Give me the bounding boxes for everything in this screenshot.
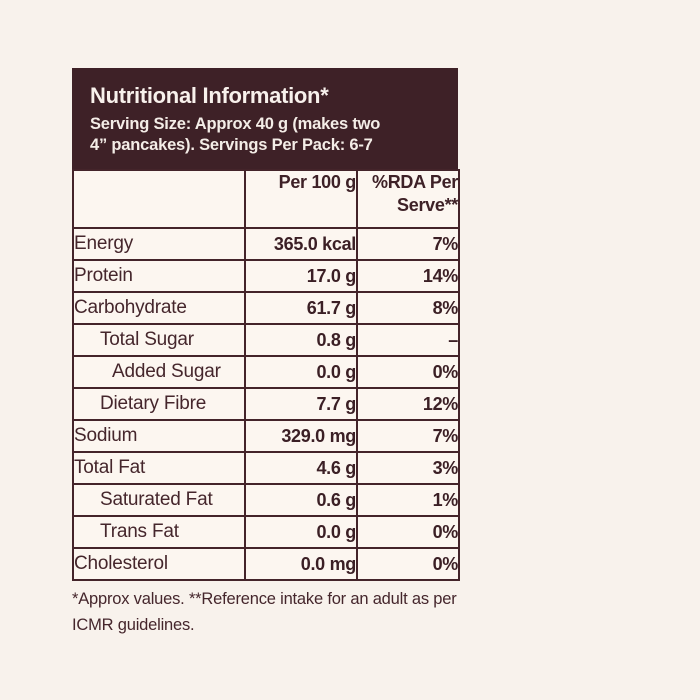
nutrient-label: Total Fat — [72, 451, 246, 485]
footnote-line1: *Approx values. **Reference intake for a… — [72, 590, 457, 608]
rda-value: 3% — [356, 451, 460, 485]
rda-value: 8% — [356, 291, 460, 325]
per-100g-value: 0.0 g — [244, 515, 358, 549]
nutrient-label: Cholesterol — [72, 547, 246, 581]
header-rda-line1: %RDA Per — [372, 172, 458, 192]
rda-value: 7% — [356, 419, 460, 453]
per-100g-value: 329.0 mg — [244, 419, 358, 453]
nutrient-label: Total Sugar — [72, 323, 246, 357]
rda-value: 12% — [356, 387, 460, 421]
per-100g-value: 0.0 mg — [244, 547, 358, 581]
page-title: Nutritional Information* — [90, 83, 329, 108]
nutrient-label: Added Sugar — [72, 355, 246, 389]
per-100g-value: 61.7 g — [244, 291, 358, 325]
table-row: Total Sugar 0.8 g – — [72, 323, 460, 357]
nutrient-label: Protein — [72, 259, 246, 293]
per-100g-value: 4.6 g — [244, 451, 358, 485]
serving-info-line2: 4” pancakes). Servings Per Pack: 6-7 — [90, 136, 373, 154]
table-row: Total Fat 4.6 g 3% — [72, 451, 460, 485]
footnote-line2: ICMR guidelines. — [72, 616, 195, 634]
table-row: Dietary Fibre 7.7 g 12% — [72, 387, 460, 421]
table-header-row: Per 100 g %RDA Per Serve** — [72, 169, 460, 229]
per-100g-value: 17.0 g — [244, 259, 358, 293]
nutrient-label: Energy — [72, 227, 246, 261]
table-row: Sodium 329.0 mg 7% — [72, 419, 460, 453]
rda-value: 14% — [356, 259, 460, 293]
nutrient-label: Dietary Fibre — [72, 387, 246, 421]
header-nutrient — [72, 169, 246, 229]
header-per-100g: Per 100 g — [244, 169, 358, 229]
table-row: Cholesterol 0.0 mg 0% — [72, 547, 460, 581]
rda-value: 1% — [356, 483, 460, 517]
nutrient-label: Trans Fat — [72, 515, 246, 549]
rda-value: 0% — [356, 515, 460, 549]
per-100g-value: 0.0 g — [244, 355, 358, 389]
rda-value: 7% — [356, 227, 460, 261]
table-row: Carbohydrate 61.7 g 8% — [72, 291, 460, 325]
per-100g-value: 0.6 g — [244, 483, 358, 517]
per-100g-value: 0.8 g — [244, 323, 358, 357]
header-panel: Nutritional Information* Serving Size: A… — [72, 68, 458, 169]
per-100g-value: 365.0 kcal — [244, 227, 358, 261]
table-row: Trans Fat 0.0 g 0% — [72, 515, 460, 549]
table-row: Added Sugar 0.0 g 0% — [72, 355, 460, 389]
footnote: *Approx values. **Reference intake for a… — [72, 586, 492, 638]
rda-value: – — [356, 323, 460, 357]
table-row: Saturated Fat 0.6 g 1% — [72, 483, 460, 517]
nutrient-label: Carbohydrate — [72, 291, 246, 325]
nutrient-label: Saturated Fat — [72, 483, 246, 517]
table-row: Energy 365.0 kcal 7% — [72, 227, 460, 261]
serving-info-line1: Serving Size: Approx 40 g (makes two — [90, 115, 381, 133]
rda-value: 0% — [356, 355, 460, 389]
header-rda-line2: Serve** — [397, 195, 458, 215]
serving-info: Serving Size: Approx 40 g (makes two 4” … — [90, 114, 440, 156]
nutrient-label: Sodium — [72, 419, 246, 453]
table-row: Protein 17.0 g 14% — [72, 259, 460, 293]
nutrition-table: Per 100 g %RDA Per Serve** Energy 365.0 … — [72, 169, 460, 581]
per-100g-value: 7.7 g — [244, 387, 358, 421]
nutrition-card: Nutritional Information* Serving Size: A… — [72, 68, 460, 581]
rda-value: 0% — [356, 547, 460, 581]
header-rda: %RDA Per Serve** — [356, 169, 460, 229]
